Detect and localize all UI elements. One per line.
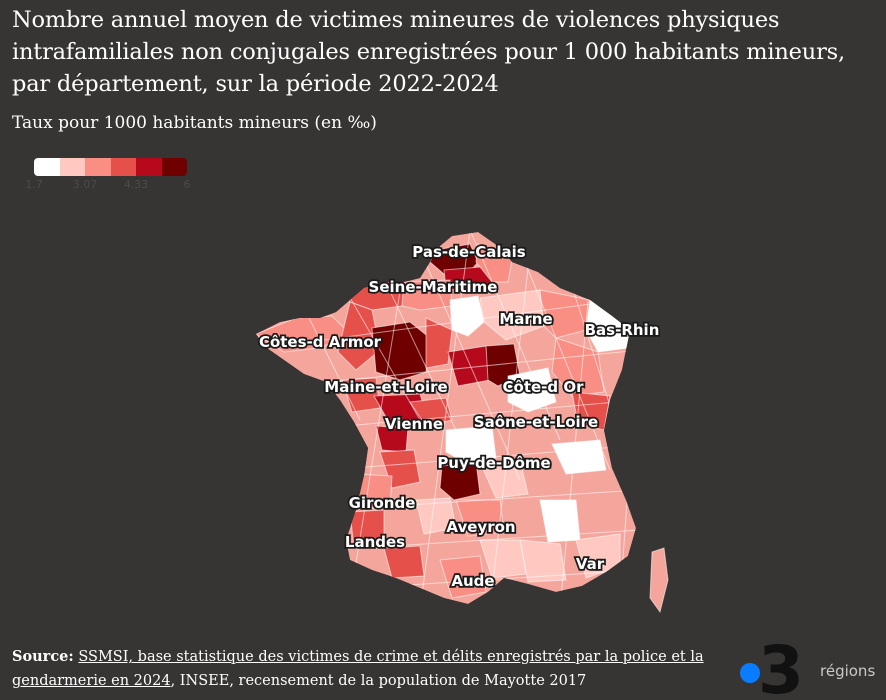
region-fill xyxy=(401,279,453,311)
source-label: Source: xyxy=(12,648,74,665)
legend-swatch xyxy=(85,158,111,176)
dept-label: Pas-de-Calais xyxy=(412,243,526,261)
chart-title: Nombre annuel moyen de victimes mineures… xyxy=(12,7,845,97)
legend-swatch xyxy=(161,158,187,176)
dept-label: Seine-Maritime xyxy=(369,278,498,296)
dept-label: Saône-et-Loire xyxy=(474,413,598,431)
dept-label: Marne xyxy=(499,310,552,328)
france3-regions-logo: 3 régions xyxy=(736,630,886,700)
dept-label: Puy-de-Dôme xyxy=(437,454,550,472)
legend-tick: 4.33 xyxy=(123,178,149,191)
source-note: Source: SSMSI, base statistique des vict… xyxy=(12,645,732,693)
region-fill xyxy=(475,243,513,283)
source-rest: , INSEE, recensement de la population de… xyxy=(170,673,587,689)
dept-label: Aveyron xyxy=(446,518,515,536)
color-legend: 1.7 3.07 4.33 6 xyxy=(25,158,194,198)
region-fill xyxy=(507,367,557,413)
chart-subtitle: Taux pour 1000 habitants mineurs (en ‰) xyxy=(12,113,377,133)
region-fill xyxy=(449,295,485,337)
dept-label: Landes xyxy=(345,533,405,551)
dept-label: Gironde xyxy=(349,494,416,512)
dept-label: Bas-Rhin xyxy=(585,321,660,339)
dept-label: Var xyxy=(576,555,605,573)
region-fill xyxy=(409,397,453,427)
legend-swatch xyxy=(136,158,162,176)
department-fills xyxy=(256,232,636,604)
source-link[interactable]: SSMSI, base statistique des victimes de … xyxy=(12,649,704,689)
dept-label: Côtes-d Armor xyxy=(259,333,382,351)
legend-tick: 1.7 xyxy=(25,178,43,191)
legend-tick: 6 xyxy=(183,178,191,191)
region-fill xyxy=(439,555,487,599)
dept-label: Aude xyxy=(451,572,494,590)
legend-swatch xyxy=(110,158,136,176)
logo-number: 3 xyxy=(758,632,804,695)
region-fill xyxy=(479,539,527,579)
region-fill xyxy=(415,497,457,535)
legend-swatches xyxy=(34,158,194,176)
legend-ticks: 1.7 3.07 4.33 6 xyxy=(25,176,194,192)
legend-tick: 3.07 xyxy=(72,178,98,191)
region-fill xyxy=(337,301,381,371)
dept-label: Côte-d Or xyxy=(503,378,585,396)
dept-label: Vienne xyxy=(385,415,443,433)
logo-dot xyxy=(740,663,760,683)
logo-text: régions xyxy=(820,662,876,680)
logo-mark: 3 xyxy=(740,632,804,700)
france-map: Pas-de-Calais Seine-Maritime Marne Bas-R… xyxy=(256,232,669,614)
region-fill xyxy=(439,461,481,501)
legend-swatch xyxy=(59,158,85,176)
region-fill xyxy=(425,317,453,369)
corsica xyxy=(649,547,669,614)
dept-label: Maine-et-Loire xyxy=(324,378,447,396)
legend-swatch xyxy=(34,158,60,176)
